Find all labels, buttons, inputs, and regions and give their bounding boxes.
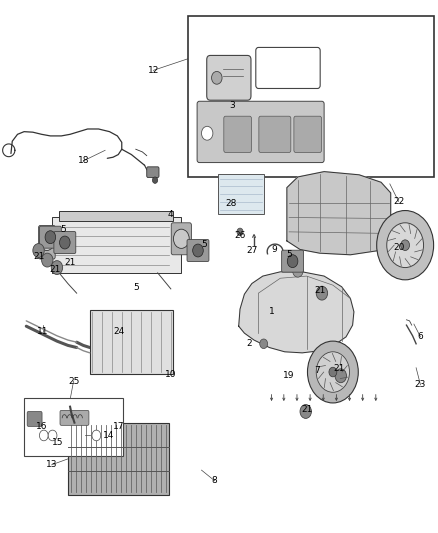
FancyBboxPatch shape (39, 226, 61, 248)
Text: 6: 6 (417, 333, 424, 341)
Text: 16: 16 (36, 422, 47, 431)
Bar (90, 310, 173, 374)
Text: 28: 28 (226, 199, 237, 208)
Text: 20: 20 (393, 244, 404, 252)
Circle shape (401, 240, 410, 251)
Text: 21: 21 (34, 253, 45, 261)
Circle shape (152, 177, 158, 183)
FancyBboxPatch shape (60, 410, 89, 425)
Circle shape (316, 352, 350, 392)
Bar (218, 174, 264, 214)
FancyBboxPatch shape (197, 101, 324, 163)
Text: 24: 24 (113, 327, 125, 336)
Circle shape (45, 231, 56, 244)
Text: 27: 27 (246, 246, 258, 255)
FancyBboxPatch shape (294, 116, 321, 152)
FancyBboxPatch shape (39, 225, 55, 259)
Bar (24, 398, 123, 456)
Text: 10: 10 (165, 370, 177, 378)
Circle shape (212, 71, 222, 84)
Circle shape (173, 229, 189, 248)
Circle shape (33, 244, 44, 257)
Text: 1: 1 (268, 308, 275, 316)
Circle shape (293, 264, 303, 277)
Circle shape (300, 405, 311, 418)
Circle shape (51, 261, 63, 274)
Circle shape (40, 233, 54, 251)
Circle shape (39, 430, 48, 441)
FancyBboxPatch shape (27, 411, 42, 426)
Polygon shape (239, 272, 354, 353)
FancyBboxPatch shape (224, 116, 251, 152)
Text: 22: 22 (393, 197, 404, 206)
Text: 15: 15 (52, 438, 64, 447)
Text: 14: 14 (103, 432, 114, 440)
Text: 21: 21 (64, 258, 76, 266)
Bar (68, 423, 169, 495)
Text: 17: 17 (113, 422, 124, 431)
Text: 19: 19 (283, 372, 295, 380)
Circle shape (48, 430, 57, 441)
Circle shape (307, 341, 358, 403)
FancyBboxPatch shape (259, 116, 291, 152)
FancyBboxPatch shape (171, 223, 191, 255)
Circle shape (377, 211, 434, 280)
Text: 18: 18 (78, 157, 89, 165)
Circle shape (329, 367, 337, 377)
Polygon shape (287, 172, 391, 255)
Text: 12: 12 (148, 66, 159, 75)
FancyBboxPatch shape (282, 250, 304, 272)
Circle shape (335, 369, 346, 383)
Circle shape (60, 236, 70, 249)
Text: 11: 11 (37, 327, 49, 336)
Circle shape (193, 244, 203, 257)
Circle shape (387, 223, 424, 268)
Circle shape (237, 228, 243, 236)
Text: 7: 7 (314, 366, 321, 375)
Text: 21: 21 (301, 405, 312, 414)
Text: 9: 9 (271, 245, 277, 254)
Text: 13: 13 (46, 461, 57, 469)
Circle shape (42, 253, 53, 267)
Circle shape (316, 286, 328, 300)
Text: 5: 5 (286, 251, 292, 259)
Circle shape (201, 126, 213, 140)
Text: 21: 21 (334, 365, 345, 373)
Circle shape (92, 430, 101, 441)
Bar (188, 16, 434, 177)
Text: 3: 3 (229, 101, 235, 110)
Text: 25: 25 (68, 377, 79, 385)
Text: 5: 5 (60, 225, 67, 233)
Text: 23: 23 (415, 381, 426, 389)
Text: 26: 26 (234, 231, 246, 240)
Text: 21: 21 (49, 265, 60, 273)
Text: 2: 2 (247, 340, 252, 348)
Bar (59, 211, 173, 221)
FancyBboxPatch shape (187, 239, 209, 262)
Circle shape (260, 339, 268, 349)
FancyBboxPatch shape (147, 167, 159, 177)
Text: 4: 4 (168, 210, 173, 219)
FancyBboxPatch shape (54, 231, 76, 254)
Text: 21: 21 (314, 286, 325, 295)
Text: 5: 5 (133, 284, 139, 292)
Bar (52, 217, 181, 273)
FancyBboxPatch shape (207, 55, 251, 100)
Circle shape (287, 255, 298, 268)
Text: 8: 8 (212, 477, 218, 485)
FancyBboxPatch shape (256, 47, 320, 88)
Text: 5: 5 (201, 240, 207, 248)
